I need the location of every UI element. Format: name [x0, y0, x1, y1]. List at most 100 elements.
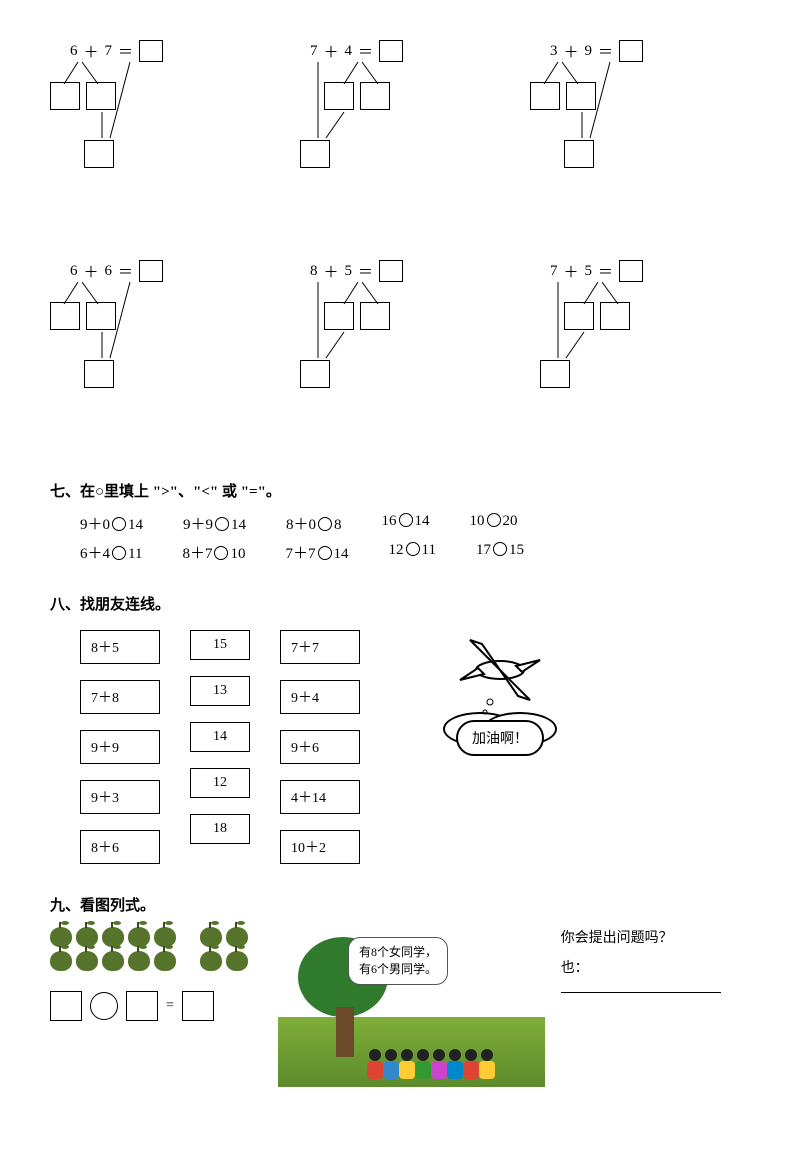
- match-box[interactable]: 8＋5: [80, 630, 160, 664]
- operand-a: 7: [310, 43, 318, 60]
- answer-line[interactable]: [561, 977, 721, 993]
- cmp-item[interactable]: 1020: [470, 513, 518, 534]
- equation-blank: =: [50, 991, 248, 1021]
- match-col-c: 7＋7 9＋4 9＋6 4＋14 10＋2: [280, 630, 360, 864]
- match-box[interactable]: 4＋14: [280, 780, 360, 814]
- apple-icon: [154, 927, 176, 947]
- sum-box[interactable]: [300, 140, 330, 168]
- apple-icon: [226, 927, 248, 947]
- decomp-item: 7 ＋ 5 ＝: [530, 260, 740, 440]
- section-7-title: 七、在○里填上 ">"、"<" 或 "="。: [50, 480, 743, 501]
- sum-box[interactable]: [84, 360, 114, 388]
- decomp-item: 6 ＋ 7 ＝: [50, 40, 260, 220]
- operand-a: 6: [70, 43, 78, 60]
- split-box[interactable]: [86, 82, 116, 110]
- decomp-item: 7 ＋ 4 ＝: [290, 40, 500, 220]
- split-box[interactable]: [324, 82, 354, 110]
- kids-group: [368, 1049, 496, 1079]
- cmp-item[interactable]: 9＋914: [183, 513, 246, 534]
- match-box[interactable]: 18: [190, 814, 250, 844]
- apple-icon: [102, 951, 124, 971]
- split-box[interactable]: [86, 302, 116, 330]
- operand-b: 9: [585, 43, 593, 60]
- eq-sign: =: [166, 998, 174, 1014]
- section-8: 八、找朋友连线。 8＋5 7＋8 9＋9 9＋3 8＋6 15 13 14 12…: [50, 593, 743, 864]
- split-box[interactable]: [600, 302, 630, 330]
- cheer-cloud: 加油啊！: [456, 720, 544, 756]
- match-box[interactable]: 13: [190, 676, 250, 706]
- operand-a: 7: [550, 263, 558, 280]
- section-9: 九、看图列式。 =: [50, 894, 743, 1087]
- split-box[interactable]: [360, 82, 390, 110]
- apple-icon: [200, 951, 222, 971]
- operand-b: 5: [585, 263, 593, 280]
- match-box[interactable]: 8＋6: [80, 830, 160, 864]
- question-text: 你会提出问题吗？: [561, 927, 743, 947]
- split-box[interactable]: [360, 302, 390, 330]
- match-box[interactable]: 14: [190, 722, 250, 752]
- split-box[interactable]: [566, 82, 596, 110]
- split-box[interactable]: [324, 302, 354, 330]
- operand-b: 4: [345, 43, 353, 60]
- apple-icon: [128, 951, 150, 971]
- apple-icon: [128, 927, 150, 947]
- operand-b: 6: [105, 263, 113, 280]
- sum-box[interactable]: [564, 140, 594, 168]
- operand-b: 7: [105, 43, 113, 60]
- cmp-item[interactable]: 1614: [382, 513, 430, 534]
- cmp-item[interactable]: 8＋08: [286, 513, 342, 534]
- bubble-line-1: 有8个女同学，: [359, 944, 437, 961]
- split-box[interactable]: [530, 82, 560, 110]
- airplane-icon: [440, 630, 560, 720]
- cmp-item[interactable]: 1211: [389, 542, 436, 563]
- split-box[interactable]: [50, 302, 80, 330]
- kid-icon: [478, 1049, 496, 1079]
- operand-a: 8: [310, 263, 318, 280]
- match-box[interactable]: 12: [190, 768, 250, 798]
- cmp-item[interactable]: 1715: [476, 542, 524, 563]
- match-box[interactable]: 9＋9: [80, 730, 160, 764]
- eq-op-circle[interactable]: [90, 992, 118, 1020]
- split-box[interactable]: [564, 302, 594, 330]
- sum-box[interactable]: [540, 360, 570, 388]
- match-box[interactable]: 9＋3: [80, 780, 160, 814]
- apples-and-eq: =: [50, 927, 248, 1021]
- decomp-row-1: 6 ＋ 7 ＝ 7 ＋ 4 ＝: [50, 40, 743, 220]
- match-box[interactable]: 9＋4: [280, 680, 360, 714]
- eq-box[interactable]: [126, 991, 158, 1021]
- section-9-title: 九、看图列式。: [50, 894, 743, 915]
- match-box[interactable]: 9＋6: [280, 730, 360, 764]
- section-7: 七、在○里填上 ">"、"<" 或 "="。 9＋014 9＋914 8＋08 …: [50, 480, 743, 563]
- bubble-line-2: 有6个男同学。: [359, 961, 437, 978]
- match-box[interactable]: 7＋7: [280, 630, 360, 664]
- cmp-item[interactable]: 8＋710: [182, 542, 245, 563]
- decomp-item: 6 ＋ 6 ＝: [50, 260, 260, 440]
- apple-icon: [76, 927, 98, 947]
- cmp-item[interactable]: 6＋411: [80, 542, 142, 563]
- match-box[interactable]: 10＋2: [280, 830, 360, 864]
- apple-icon: [50, 927, 72, 947]
- match-area: 8＋5 7＋8 9＋9 9＋3 8＋6 15 13 14 12 18 7＋7 9…: [80, 630, 743, 864]
- split-box[interactable]: [50, 82, 80, 110]
- match-col-b: 15 13 14 12 18: [190, 630, 250, 844]
- eq-box[interactable]: [182, 991, 214, 1021]
- sum-box[interactable]: [300, 360, 330, 388]
- sum-box[interactable]: [84, 140, 114, 168]
- operand-a: 3: [550, 43, 558, 60]
- cmp-item[interactable]: 9＋014: [80, 513, 143, 534]
- section-8-title: 八、找朋友连线。: [50, 593, 743, 614]
- cmp-item[interactable]: 7＋714: [285, 542, 348, 563]
- eq-box[interactable]: [50, 991, 82, 1021]
- decomp-section: 6 ＋ 7 ＝ 7 ＋ 4 ＝: [50, 40, 743, 440]
- cmp-row-2: 6＋411 8＋710 7＋714 1211 1715: [80, 542, 743, 563]
- apple-icon: [76, 951, 98, 971]
- match-box[interactable]: 15: [190, 630, 250, 660]
- cheer-graphic: 加油啊！: [410, 630, 590, 756]
- match-col-a: 8＋5 7＋8 9＋9 9＋3 8＋6: [80, 630, 160, 864]
- cmp-row-1: 9＋014 9＋914 8＋08 1614 1020: [80, 513, 743, 534]
- speech-bubble: 有8个女同学， 有6个男同学。: [348, 937, 448, 985]
- cheer-text: 加油啊！: [472, 732, 528, 747]
- apple-icon: [226, 951, 248, 971]
- question-area: 你会提出问题吗？ 也：: [561, 927, 743, 993]
- match-box[interactable]: 7＋8: [80, 680, 160, 714]
